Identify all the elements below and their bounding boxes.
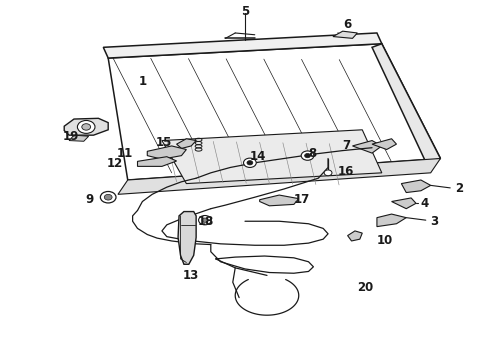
- Circle shape: [104, 194, 112, 200]
- Polygon shape: [64, 118, 108, 135]
- Text: 10: 10: [377, 234, 393, 247]
- Circle shape: [77, 121, 95, 134]
- Text: 15: 15: [155, 136, 172, 149]
- Text: 3: 3: [431, 215, 439, 228]
- Polygon shape: [178, 212, 196, 264]
- Polygon shape: [352, 140, 382, 153]
- Circle shape: [202, 218, 208, 222]
- Text: 7: 7: [343, 139, 351, 152]
- Text: 4: 4: [421, 197, 429, 210]
- Polygon shape: [176, 139, 196, 148]
- Polygon shape: [69, 135, 89, 141]
- Polygon shape: [347, 231, 362, 241]
- Circle shape: [247, 161, 253, 165]
- Polygon shape: [372, 139, 396, 149]
- Text: 5: 5: [241, 5, 249, 18]
- Text: 18: 18: [198, 215, 214, 228]
- Polygon shape: [333, 31, 357, 39]
- Circle shape: [324, 170, 332, 176]
- Text: 13: 13: [183, 269, 199, 282]
- Circle shape: [305, 153, 311, 158]
- Polygon shape: [138, 157, 176, 166]
- Polygon shape: [108, 44, 441, 180]
- Circle shape: [82, 124, 91, 130]
- Polygon shape: [392, 198, 416, 209]
- Text: 11: 11: [116, 147, 133, 159]
- Polygon shape: [147, 146, 186, 159]
- Polygon shape: [372, 44, 441, 162]
- Text: 19: 19: [63, 130, 79, 144]
- Circle shape: [244, 158, 256, 167]
- Text: 12: 12: [107, 157, 123, 170]
- Polygon shape: [162, 130, 382, 184]
- Text: 6: 6: [343, 18, 352, 31]
- Text: 14: 14: [250, 150, 266, 163]
- Circle shape: [301, 151, 314, 160]
- Polygon shape: [377, 214, 406, 226]
- Circle shape: [100, 192, 116, 203]
- Text: 1: 1: [139, 75, 147, 88]
- Text: 16: 16: [338, 165, 354, 177]
- Text: 9: 9: [85, 193, 94, 206]
- Polygon shape: [103, 33, 382, 58]
- Text: 2: 2: [455, 183, 463, 195]
- Polygon shape: [260, 195, 299, 206]
- Text: 8: 8: [309, 147, 317, 159]
- Polygon shape: [401, 180, 431, 193]
- Text: 17: 17: [294, 193, 310, 206]
- Text: 20: 20: [357, 281, 374, 294]
- Polygon shape: [118, 158, 441, 194]
- Circle shape: [198, 216, 211, 225]
